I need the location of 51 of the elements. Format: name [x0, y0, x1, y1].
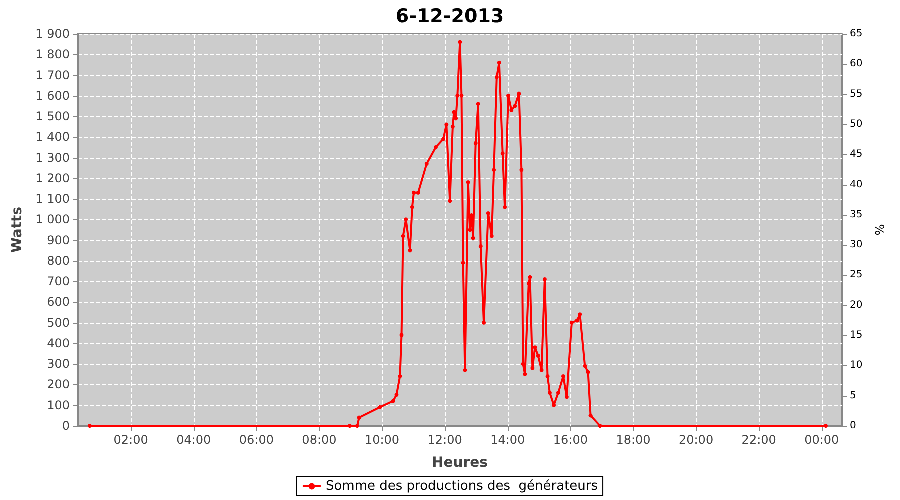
y-tick-label: 200: [47, 378, 70, 392]
y-axis-title: Watts: [10, 206, 26, 254]
y-tick-label: 1 000: [36, 212, 70, 227]
x-tick-label: 16:00: [553, 433, 588, 447]
y2-tick-label: 20: [850, 300, 863, 311]
y-tick-label: 600: [47, 295, 70, 310]
x-tick-label: 08:00: [302, 433, 337, 447]
x-tick-label: 04:00: [176, 433, 212, 447]
y-tick-label: 300: [47, 357, 70, 372]
x-tick-label: 00:00: [804, 433, 840, 447]
y2-tick-label: 5: [850, 390, 856, 402]
y2-tick-label: 45: [850, 149, 863, 160]
y-tick-label: 500: [47, 316, 70, 330]
y-tick-label: 1 600: [36, 88, 70, 103]
legend-label: Somme des productions des générateurs: [326, 479, 598, 494]
y-tick-label: 1 700: [36, 68, 70, 82]
y2-tick-label: 0: [850, 420, 856, 432]
y-tick-label: 0: [62, 419, 70, 433]
y2-tick-label: 55: [850, 88, 863, 100]
y-tick-label: 100: [47, 398, 70, 412]
y-tick-label: 1 300: [36, 150, 70, 165]
y2-tick-label: 15: [850, 330, 863, 342]
chart-title: 6-12-2013: [396, 6, 504, 28]
y-tick-label: 900: [47, 233, 70, 248]
y-tick-label: 1 200: [36, 171, 70, 186]
y2-tick-label: 35: [850, 209, 863, 220]
y-tick-label: 1 800: [36, 48, 70, 62]
y2-tick-label: 60: [850, 58, 863, 70]
y-tick-label: 400: [47, 336, 70, 350]
y-tick-label: 800: [47, 254, 70, 268]
x-tick-label: 10:00: [364, 433, 400, 447]
x-tick-label: 18:00: [616, 433, 651, 447]
y-tick-label: 700: [47, 274, 70, 289]
x-tick-label: 20:00: [679, 433, 714, 447]
y2-tick-label: 50: [850, 118, 863, 130]
y2-tick-label: 10: [850, 360, 863, 372]
y2-tick-label: 40: [850, 179, 863, 190]
y2-tick-label: 30: [850, 240, 863, 251]
y-tick-label: 1 100: [36, 192, 70, 206]
y2-tick-label: 65: [850, 28, 863, 40]
y2-axis-title: %: [872, 224, 887, 236]
y2-tick-label: 25: [850, 270, 863, 281]
y-tick-label: 1 900: [36, 27, 70, 41]
x-tick-label: 14:00: [490, 433, 526, 447]
y-tick-label: 1 400: [36, 130, 70, 144]
x-tick-label: 06:00: [239, 433, 274, 447]
x-tick-label: 12:00: [428, 433, 462, 447]
x-axis-title: Heures: [432, 455, 488, 471]
x-tick-label: 02:00: [114, 433, 148, 447]
x-tick-label: 22:00: [742, 433, 776, 447]
y-tick-label: 1 500: [36, 110, 70, 124]
